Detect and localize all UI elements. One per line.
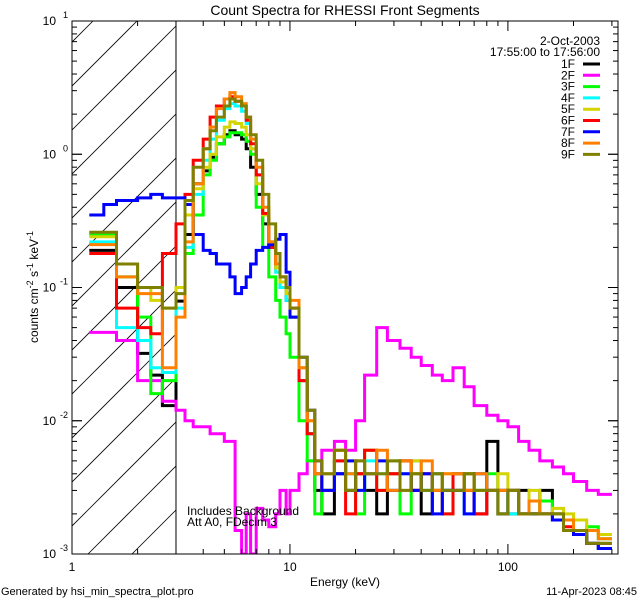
y-tick-label: 10 (43, 414, 57, 428)
x-axis-label: Energy (keV) (310, 575, 380, 589)
legend-label-3F: 3F (561, 80, 575, 94)
series-lines (89, 91, 612, 554)
legend-label-2F: 2F (561, 68, 575, 82)
footer-timestamp: 11-Apr-2023 08:45 (546, 586, 637, 598)
y-tick-exponent: -1 (60, 277, 68, 287)
series-line-9F (89, 97, 612, 545)
y-tick-label: 10 (43, 147, 57, 161)
excluded-region-hatch (0, 21, 618, 554)
y-tick-label: 10 (43, 281, 57, 295)
series-line-2F (89, 326, 612, 554)
x-tick-label: 1 (69, 560, 76, 574)
y-tick-label: 10 (43, 14, 57, 28)
x-tick-label: 100 (498, 560, 518, 574)
legend-date: 2-Oct-2003 (540, 34, 600, 48)
y-tick-exponent: 1 (63, 10, 68, 20)
y-tick-exponent: -2 (60, 410, 68, 420)
legend-label-9F: 9F (561, 147, 575, 161)
legend-label-8F: 8F (561, 136, 575, 150)
legend-label-5F: 5F (561, 102, 575, 116)
legend-label-1F: 1F (561, 57, 575, 71)
legend-label-4F: 4F (561, 91, 575, 105)
hatch-line (72, 21, 182, 131)
y-tick-exponent: 0 (63, 143, 68, 153)
hatch-line (72, 21, 226, 175)
legend-label-7F: 7F (561, 125, 575, 139)
x-tick-label: 10 (283, 560, 297, 574)
chart-title: Count Spectra for RHESSI Front Segments (210, 2, 479, 18)
y-tick-label: 10 (43, 547, 57, 561)
hatch-line (0, 21, 5, 554)
y-tick-exponent: -3 (60, 543, 68, 553)
annotation-background: Includes Background (187, 504, 299, 518)
legend-label-6F: 6F (561, 114, 575, 128)
hatch-mask (175, 21, 618, 554)
y-axis-label: counts cm-2 s-1 keV-1 (25, 231, 41, 343)
legend-time-range: 17:55:00 to 17:56:00 (490, 45, 600, 59)
footer-generated-by: Generated by hsi_min_spectra_plot.pro (1, 586, 194, 598)
annotation-attenuator: Att A0, FDecim 3 (187, 515, 277, 529)
